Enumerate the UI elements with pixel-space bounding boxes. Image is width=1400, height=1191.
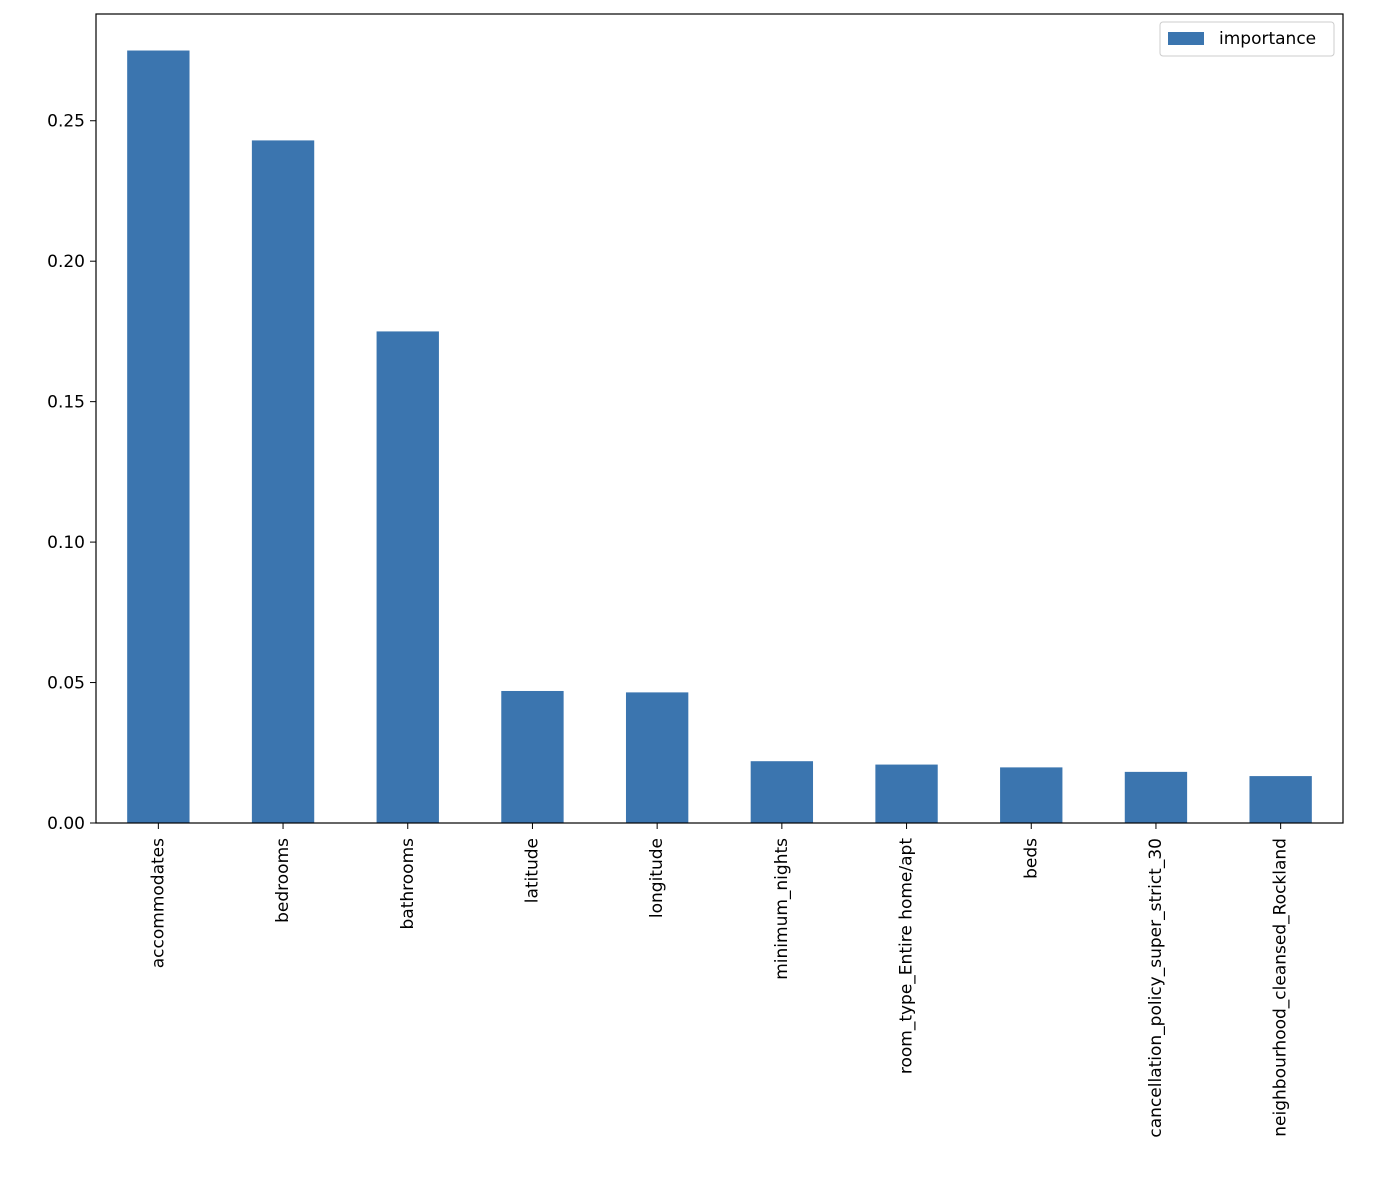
bar-5 <box>750 761 814 823</box>
x-tick-label: minimum_nights <box>772 838 792 980</box>
x-tick-label: neighbourhood_cleansed_Rockland <box>1271 838 1291 1137</box>
bar-4 <box>625 692 689 823</box>
x-tick-label: latitude <box>522 838 542 903</box>
bars-group <box>127 50 1312 824</box>
legend-label: importance <box>1219 29 1316 49</box>
legend-box <box>1159 21 1335 57</box>
x-tick-label: longitude <box>647 838 667 918</box>
y-tick-label: 0.15 <box>47 393 85 413</box>
legend-swatch <box>1168 32 1204 45</box>
bar-7 <box>1000 767 1063 823</box>
y-axis-ticks: 0.00 0.05 0.10 0.15 0.20 0.25 <box>47 112 96 834</box>
x-tick-label: accommodates <box>148 838 168 968</box>
x-tick-label: bathrooms <box>398 838 418 930</box>
bar-0 <box>127 50 190 824</box>
x-tick-label: room_type_Entire home/apt <box>897 838 917 1074</box>
plot-frame <box>95 13 1344 824</box>
bar-2 <box>376 331 439 823</box>
bar-3 <box>501 690 564 823</box>
bar-1 <box>251 140 315 823</box>
bar-8 <box>1124 771 1188 823</box>
y-tick-label: 0.10 <box>47 533 85 553</box>
bar-6 <box>875 764 938 823</box>
x-tick-label: cancellation_policy_super_strict_30 <box>1146 838 1166 1138</box>
legend: importance <box>1159 21 1335 57</box>
y-tick-label: 0.20 <box>47 252 85 272</box>
x-tick-label: beds <box>1021 838 1041 879</box>
x-tick-label: bedrooms <box>273 838 293 923</box>
y-tick-label: 0.00 <box>47 814 85 834</box>
bar-9 <box>1249 776 1312 823</box>
y-tick-label: 0.05 <box>47 674 85 694</box>
y-tick-label: 0.25 <box>47 112 85 132</box>
x-axis-ticks: accommodates bedrooms bathrooms latitude lon… <box>148 823 1291 1138</box>
